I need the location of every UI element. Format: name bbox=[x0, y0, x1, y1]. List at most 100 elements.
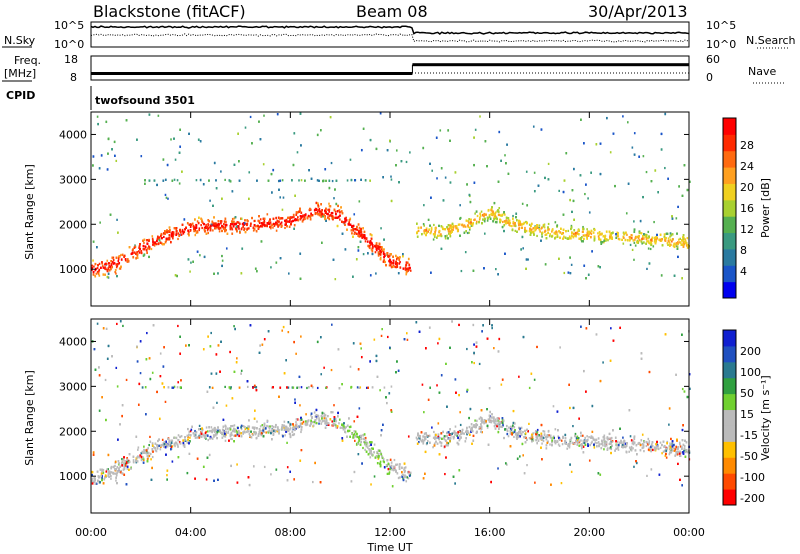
heatmap-cell bbox=[295, 213, 298, 216]
heatmap-cell bbox=[280, 225, 283, 228]
heatmap-cell bbox=[670, 234, 673, 237]
heatmap-cell bbox=[398, 258, 401, 261]
velocity-heatmap bbox=[91, 320, 691, 488]
heatmap-cell bbox=[161, 438, 164, 441]
heatmap-cell bbox=[676, 246, 679, 249]
heatmap-cell bbox=[318, 214, 321, 217]
heatmap-cell bbox=[122, 324, 124, 328]
heatmap-cell bbox=[221, 264, 223, 268]
heatmap-cell bbox=[299, 404, 301, 407]
heatmap-cell bbox=[107, 152, 109, 155]
heatmap-cell bbox=[252, 433, 254, 437]
heatmap-cell bbox=[292, 163, 295, 167]
freq-label-2: [MHz] bbox=[4, 67, 36, 80]
heatmap-cell bbox=[456, 229, 459, 233]
y-tick-label: 2000 bbox=[59, 218, 87, 231]
heatmap-cell bbox=[570, 263, 573, 266]
heatmap-cell bbox=[531, 231, 534, 234]
heatmap-cell bbox=[315, 422, 318, 425]
heatmap-cell bbox=[638, 231, 641, 234]
heatmap-cell bbox=[213, 216, 215, 219]
heatmap-cell bbox=[316, 179, 319, 182]
heatmap-cell bbox=[474, 212, 476, 215]
heatmap-cell bbox=[568, 235, 571, 238]
heatmap-cell bbox=[270, 172, 273, 176]
heatmap-cell bbox=[185, 226, 187, 229]
heatmap-cell bbox=[397, 257, 400, 260]
heatmap-cell bbox=[221, 224, 223, 228]
heatmap-cell bbox=[367, 244, 370, 248]
heatmap-cell bbox=[661, 452, 663, 455]
heatmap-cell bbox=[110, 262, 113, 266]
heatmap-cell bbox=[615, 233, 617, 236]
heatmap-cell bbox=[194, 229, 197, 232]
heatmap-cell bbox=[636, 239, 639, 243]
heatmap-cell bbox=[286, 225, 288, 228]
heatmap-cell bbox=[107, 267, 110, 270]
heatmap-cell bbox=[651, 236, 654, 239]
heatmap-cell bbox=[389, 264, 392, 267]
heatmap-cell bbox=[536, 234, 538, 238]
heatmap-cell bbox=[233, 217, 236, 220]
heatmap-cell bbox=[325, 210, 327, 213]
heatmap-cell bbox=[177, 324, 179, 328]
heatmap-cell bbox=[317, 205, 320, 208]
heatmap-cell bbox=[165, 196, 168, 199]
heatmap-cell bbox=[560, 482, 563, 485]
heatmap-cell bbox=[263, 219, 266, 223]
heatmap-cell bbox=[378, 252, 381, 255]
heatmap-cell bbox=[493, 347, 495, 350]
heatmap-cell bbox=[356, 228, 359, 232]
heatmap-cell bbox=[96, 246, 98, 249]
heatmap-cell bbox=[438, 234, 441, 237]
heatmap-cell bbox=[442, 227, 444, 231]
heatmap-cell bbox=[230, 223, 232, 226]
heatmap-cell bbox=[518, 375, 520, 378]
heatmap-cell bbox=[253, 228, 256, 231]
heatmap-cell bbox=[678, 441, 681, 444]
nave-tick-bottom: 0 bbox=[706, 71, 713, 84]
heatmap-cell bbox=[178, 234, 180, 237]
heatmap-cell bbox=[427, 230, 429, 233]
heatmap-cell bbox=[105, 262, 108, 266]
heatmap-cell bbox=[661, 238, 664, 241]
heatmap-cell bbox=[677, 205, 679, 209]
heatmap-cell bbox=[465, 219, 468, 222]
heatmap-cell bbox=[199, 254, 201, 257]
heatmap-cell bbox=[611, 237, 613, 240]
heatmap-cell bbox=[300, 335, 302, 338]
heatmap-cell bbox=[213, 224, 216, 228]
heatmap-cell bbox=[333, 208, 336, 211]
heatmap-cell bbox=[498, 130, 501, 134]
heatmap-cell bbox=[115, 256, 118, 259]
heatmap-cell bbox=[447, 230, 450, 233]
heatmap-cell bbox=[278, 217, 281, 220]
heatmap-cell bbox=[98, 268, 101, 271]
heatmap-cell bbox=[363, 230, 366, 233]
heatmap-cell bbox=[593, 237, 596, 240]
heatmap-cell bbox=[346, 179, 349, 182]
heatmap-cell bbox=[602, 444, 604, 447]
heatmap-cell bbox=[533, 171, 536, 174]
heatmap-cell bbox=[164, 232, 166, 235]
heatmap-cell bbox=[115, 366, 118, 370]
heatmap-cell bbox=[362, 446, 364, 450]
heatmap-cell bbox=[201, 226, 203, 230]
heatmap-cell bbox=[159, 352, 162, 355]
heatmap-cell bbox=[364, 240, 367, 243]
heatmap-cell bbox=[398, 181, 400, 184]
heatmap-cell bbox=[640, 240, 643, 243]
heatmap-cell bbox=[108, 269, 111, 272]
heatmap-cell bbox=[334, 216, 336, 219]
heatmap-cell bbox=[515, 216, 517, 219]
heatmap-cell bbox=[209, 199, 211, 202]
heatmap-cell bbox=[325, 212, 328, 215]
heatmap-cell bbox=[187, 229, 189, 232]
heatmap-cell bbox=[360, 347, 362, 350]
heatmap-cell bbox=[593, 438, 596, 441]
heatmap-cell bbox=[140, 155, 143, 158]
heatmap-cell bbox=[389, 139, 391, 142]
heatmap-cell bbox=[650, 238, 653, 241]
heatmap-cell bbox=[195, 179, 198, 182]
heatmap-cell bbox=[126, 258, 129, 261]
